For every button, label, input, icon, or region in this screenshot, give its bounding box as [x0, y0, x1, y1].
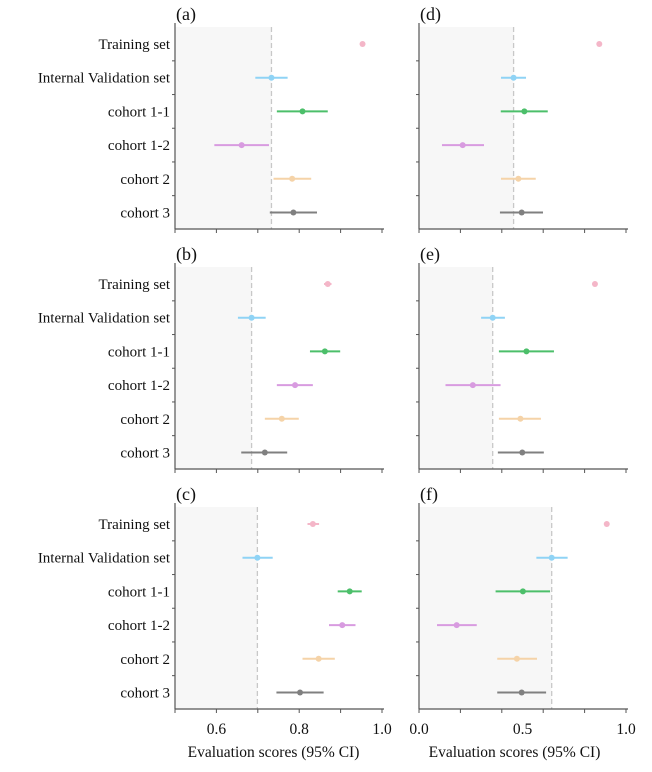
x-tick-label: 1.0: [616, 721, 636, 738]
panel-title: (a): [176, 4, 196, 25]
row-label: cohort 1-2: [108, 378, 170, 394]
row-label: cohort 1-1: [108, 344, 170, 360]
point-estimate: [315, 655, 322, 662]
point-estimate: [489, 314, 496, 321]
panel-b: (b) Training set Internal Validation set co…: [38, 244, 384, 473]
point-estimate: [339, 622, 346, 629]
point-estimate: [591, 281, 598, 287]
row-label: cohort 2: [120, 412, 170, 428]
row-label: Internal Validation set: [38, 551, 171, 567]
point-estimate: [292, 382, 299, 389]
panel-title: (b): [176, 244, 197, 265]
row-label: cohort 2: [120, 652, 170, 668]
row-label: cohort 3: [120, 686, 170, 702]
shaded-region: [419, 267, 493, 469]
point-estimate: [459, 142, 466, 149]
point-estimate: [289, 175, 296, 182]
x-tick-label: 1.0: [372, 721, 392, 738]
point-estimate: [596, 41, 603, 47]
panel-title: (c): [176, 484, 196, 505]
x-tick-label: 0.6: [207, 721, 227, 738]
shaded-region: [175, 267, 252, 469]
point-estimate: [346, 588, 353, 595]
row-label: cohort 1-2: [108, 138, 170, 154]
panel-title: (d): [420, 4, 441, 25]
x-axis-title: Evaluation scores (95% CI): [429, 744, 601, 761]
panel-d: (d): [416, 4, 628, 233]
point-estimate: [324, 281, 331, 287]
point-estimate: [513, 655, 520, 662]
row-label: cohort 3: [120, 206, 170, 222]
row-label: Internal Validation set: [38, 311, 171, 327]
point-estimate: [261, 449, 268, 456]
row-label: cohort 2: [120, 172, 170, 188]
panel-title: (e): [420, 244, 440, 265]
row-label: Internal Validation set: [38, 71, 171, 87]
point-estimate: [603, 521, 610, 527]
point-estimate: [297, 689, 304, 696]
point-estimate: [268, 74, 275, 81]
row-label: cohort 1-1: [108, 584, 170, 600]
point-estimate: [519, 449, 526, 456]
row-label: cohort 3: [120, 446, 170, 462]
panel-f: 0.0 0.5 1.0 (f) Evaluation scores (95% CI): [409, 484, 636, 761]
point-estimate: [515, 175, 522, 182]
row-label: Training set: [98, 37, 170, 53]
point-estimate: [517, 415, 524, 422]
point-estimate: [248, 314, 255, 321]
row-label: Training set: [98, 277, 170, 293]
point-estimate: [519, 588, 526, 595]
x-tick-label: 0.0: [409, 721, 429, 738]
panel-a: (a) Training set Internal Validation set co…: [38, 4, 384, 233]
point-estimate: [238, 142, 245, 149]
point-estimate: [518, 209, 525, 216]
point-estimate: [309, 521, 316, 527]
shaded-region: [175, 507, 258, 709]
point-estimate: [278, 415, 285, 422]
shaded-region: [419, 507, 552, 709]
point-estimate: [521, 108, 528, 115]
point-estimate: [510, 74, 517, 81]
panel-title: (f): [420, 484, 438, 505]
point-estimate: [299, 108, 306, 115]
point-estimate: [359, 41, 366, 47]
point-estimate: [523, 348, 530, 355]
shaded-region: [175, 27, 272, 229]
row-label: cohort 1-2: [108, 618, 170, 634]
point-estimate: [254, 554, 261, 561]
point-estimate: [518, 689, 525, 696]
point-estimate: [453, 622, 460, 629]
row-label: Training set: [98, 517, 170, 533]
point-estimate: [548, 554, 555, 561]
x-tick-label: 0.8: [290, 721, 310, 738]
point-estimate: [290, 209, 297, 216]
row-label: cohort 1-1: [108, 104, 170, 120]
panel-e: (e): [416, 244, 628, 473]
x-axis-title: Evaluation scores (95% CI): [188, 744, 360, 761]
point-estimate: [321, 348, 328, 355]
point-estimate: [469, 382, 476, 389]
x-tick-label: 0.5: [513, 721, 533, 738]
shaded-region: [419, 27, 514, 229]
panel-c: 0.6 0.8 1.0 (c) Training set Internal Validat…: [38, 484, 392, 761]
